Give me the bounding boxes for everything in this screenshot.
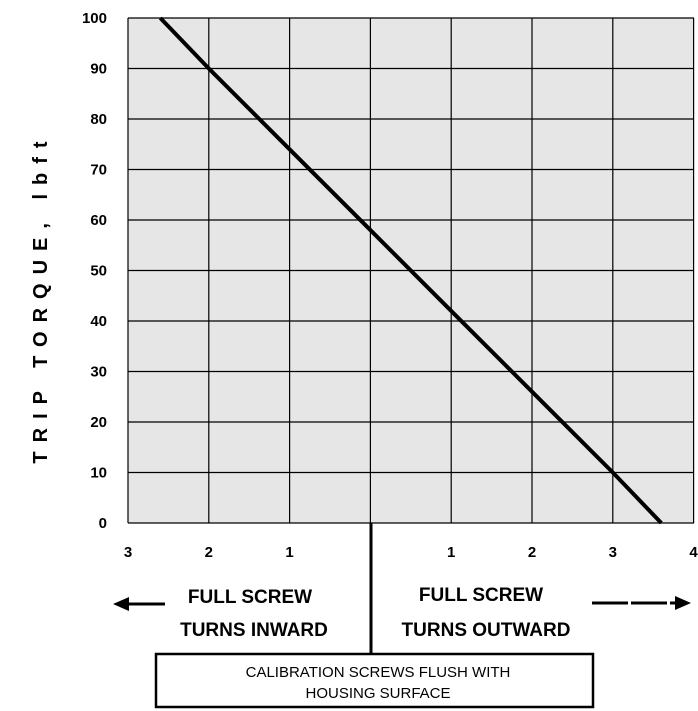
outward-note-line1: FULL SCREW [419, 585, 543, 606]
callout-box [154, 652, 595, 709]
x-tick-label: 3 [124, 544, 132, 561]
y-tick-label: 0 [99, 515, 107, 532]
y-tick-label: 30 [90, 364, 107, 381]
y-tick-label: 20 [90, 414, 107, 431]
y-tick-label: 10 [90, 465, 107, 482]
series-group [158, 16, 663, 525]
y-axis-label: TRIP TORQUE, lbft [30, 132, 52, 463]
y-tick-label: 100 [82, 10, 107, 27]
x-tick-label: 1 [285, 544, 293, 561]
y-tick-label: 60 [90, 212, 107, 229]
x-tick-label: 2 [205, 544, 213, 561]
x-tick-label: 1 [447, 544, 455, 561]
y-tick-label: 70 [90, 162, 107, 179]
inward-note-line1: FULL SCREW [188, 587, 312, 608]
callout-line2: HOUSING SURFACE [305, 685, 450, 702]
x-tick-label: 3 [609, 544, 617, 561]
right-arrow [592, 596, 691, 610]
y-tick-labels: 0 10 20 30 40 50 60 70 80 90 100 [82, 10, 107, 532]
y-tick-label: 80 [90, 111, 107, 128]
grid-lines [127, 17, 695, 524]
left-arrow [113, 597, 165, 611]
x-tick-labels: 3 2 1 1 2 3 4 [124, 544, 698, 561]
series-line [158, 16, 663, 525]
outward-note-line2: TURNS OUTWARD [402, 620, 571, 641]
x-tick-label: 2 [528, 544, 536, 561]
callout-line1: CALIBRATION SCREWS FLUSH WITH [246, 664, 511, 681]
y-tick-label: 90 [90, 61, 107, 78]
y-tick-label: 50 [90, 263, 107, 280]
inward-note-line2: TURNS INWARD [180, 620, 328, 641]
y-tick-label: 40 [90, 313, 107, 330]
x-tick-label: 4 [689, 544, 698, 561]
